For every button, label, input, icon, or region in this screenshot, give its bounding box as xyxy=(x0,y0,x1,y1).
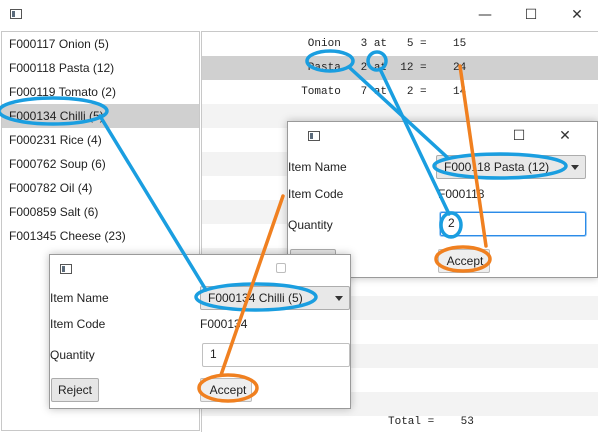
list-item[interactable]: F000782 Oil (4) xyxy=(9,181,93,195)
list-item[interactable]: F001345 Cheese (23) xyxy=(9,229,126,243)
item-name-combo[interactable]: F000118 Pasta (12) xyxy=(436,155,586,179)
order-row[interactable]: Tomato 7 at 2 = 14 xyxy=(202,80,598,104)
chevron-down-icon xyxy=(335,296,343,301)
reject-button[interactable]: Reject xyxy=(51,378,99,402)
item-name-combo-value: F000118 Pasta (12) xyxy=(444,160,550,174)
item-code-value: F000134 xyxy=(200,317,248,331)
minimize-button[interactable]: — xyxy=(478,7,492,23)
accept-button[interactable]: Accept xyxy=(446,254,484,268)
item-name-combo-value: F000134 Chilli (5) xyxy=(208,291,303,305)
item-name-label: Item Name xyxy=(50,291,109,305)
item-code-label: Item Code xyxy=(50,317,106,331)
order-row[interactable]: Onion 3 at 5 = 15 xyxy=(202,32,598,56)
dialog-close-button[interactable]: ✕ xyxy=(559,128,571,144)
quantity-label: Quantity xyxy=(288,218,333,232)
list-item-selected[interactable]: F000134 Chilli (5) xyxy=(2,104,199,128)
quantity-input[interactable]: 2 xyxy=(440,212,586,236)
item-name-combo[interactable]: F000134 Chilli (5) xyxy=(200,286,350,310)
list-item[interactable]: F000231 Rice (4) xyxy=(9,133,102,147)
order-line-text: Tomato 7 at 2 = 14 xyxy=(288,86,467,98)
item-dialog-chilli: Item Name F000134 Chilli (5) Item Code F… xyxy=(49,254,351,409)
chevron-down-icon xyxy=(571,165,579,170)
dialog-icon xyxy=(308,131,320,141)
list-item[interactable]: F000859 Salt (6) xyxy=(9,205,99,219)
quantity-input[interactable]: 1 xyxy=(202,343,350,367)
list-item[interactable]: F000118 Pasta (12) xyxy=(9,61,115,75)
order-line-text: Onion 3 at 5 = 15 xyxy=(288,38,467,50)
list-item[interactable]: F000117 Onion (5) xyxy=(9,37,109,51)
total-row: Total = 53 xyxy=(202,412,598,432)
item-name-label: Item Name xyxy=(288,160,347,174)
total-text: Total = 53 xyxy=(388,416,474,428)
list-item[interactable]: F000762 Soup (6) xyxy=(9,157,106,171)
dialog-icon xyxy=(60,264,72,274)
maximize-button[interactable]: ☐ xyxy=(524,7,538,23)
close-button[interactable]: ✕ xyxy=(571,7,583,23)
quantity-label: Quantity xyxy=(50,348,95,362)
accept-button[interactable]: Accept xyxy=(209,383,247,397)
order-row-selected[interactable]: Pasta 2 at 12 = 24 xyxy=(202,56,598,80)
title-bar: — ☐ ✕ xyxy=(0,0,598,30)
app-icon xyxy=(10,9,22,19)
item-code-value: F000118 xyxy=(438,187,485,201)
item-code-label: Item Code xyxy=(288,187,344,201)
dialog-maximize-button[interactable]: ☐ xyxy=(512,128,526,144)
list-item[interactable]: F000119 Tomato (2) xyxy=(9,85,116,99)
order-line-text: Pasta 2 at 12 = 24 xyxy=(288,62,467,74)
dialog-maximize-button[interactable] xyxy=(276,263,286,273)
